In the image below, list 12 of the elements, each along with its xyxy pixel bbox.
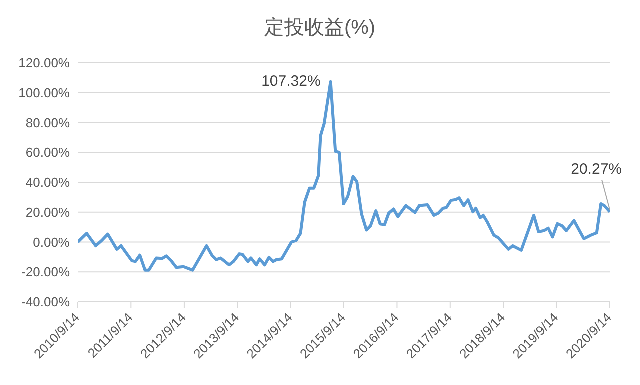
y-tick-label: 80.00% bbox=[26, 115, 70, 130]
chart-title: 定投收益(%) bbox=[263, 16, 377, 41]
y-tick-label: 0.00% bbox=[33, 234, 70, 250]
y-tick-label: 120.00% bbox=[18, 56, 70, 71]
y-tick-label: 100.00% bbox=[18, 85, 70, 100]
y-tick-label: 60.00% bbox=[26, 145, 70, 160]
y-tick-label: 40.00% bbox=[26, 175, 70, 190]
annotation: 107.32% bbox=[262, 72, 321, 90]
y-tick-label: 20.00% bbox=[26, 204, 70, 220]
y-tick-label: -40.00% bbox=[22, 294, 70, 310]
y-tick-label: -20.00% bbox=[22, 264, 70, 280]
annotation: 20.27% bbox=[571, 160, 622, 178]
